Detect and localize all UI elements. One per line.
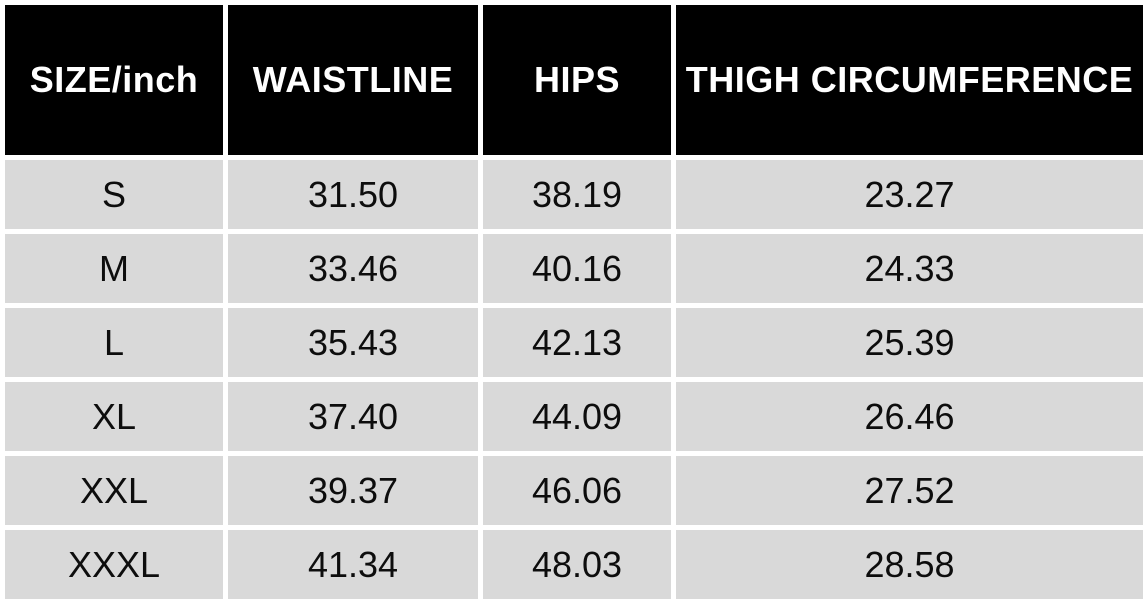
waistline-cell: 37.40 — [228, 382, 478, 451]
waistline-cell: 33.46 — [228, 234, 478, 303]
column-header-waistline: WAISTLINE — [228, 5, 478, 155]
size-chart-body: S 31.50 38.19 23.27 M 33.46 40.16 24.33 … — [5, 160, 1143, 599]
size-cell: S — [5, 160, 223, 229]
waistline-cell: 35.43 — [228, 308, 478, 377]
waistline-cell: 41.34 — [228, 530, 478, 599]
size-chart-header: SIZE/inch WAISTLINE HIPS THIGH CIRCUMFER… — [5, 5, 1143, 155]
column-header-size: SIZE/inch — [5, 5, 223, 155]
hips-cell: 42.13 — [483, 308, 671, 377]
table-row-m: M 33.46 40.16 24.33 — [5, 234, 1143, 303]
thigh-cell: 28.58 — [676, 530, 1143, 599]
table-row-xl: XL 37.40 44.09 26.46 — [5, 382, 1143, 451]
thigh-cell: 23.27 — [676, 160, 1143, 229]
waistline-cell: 31.50 — [228, 160, 478, 229]
column-header-thigh-circumference: THIGH CIRCUMFERENCE — [676, 5, 1143, 155]
thigh-cell: 25.39 — [676, 308, 1143, 377]
column-header-hips: HIPS — [483, 5, 671, 155]
table-row-s: S 31.50 38.19 23.27 — [5, 160, 1143, 229]
header-row: SIZE/inch WAISTLINE HIPS THIGH CIRCUMFER… — [5, 5, 1143, 155]
thigh-cell: 24.33 — [676, 234, 1143, 303]
hips-cell: 46.06 — [483, 456, 671, 525]
hips-cell: 44.09 — [483, 382, 671, 451]
size-cell: XXL — [5, 456, 223, 525]
hips-cell: 40.16 — [483, 234, 671, 303]
size-cell: L — [5, 308, 223, 377]
table-row-l: L 35.43 42.13 25.39 — [5, 308, 1143, 377]
waistline-cell: 39.37 — [228, 456, 478, 525]
thigh-cell: 26.46 — [676, 382, 1143, 451]
table-row-xxxl: XXXL 41.34 48.03 28.58 — [5, 530, 1143, 599]
table-row-xxl: XXL 39.37 46.06 27.52 — [5, 456, 1143, 525]
size-cell: XL — [5, 382, 223, 451]
hips-cell: 38.19 — [483, 160, 671, 229]
thigh-cell: 27.52 — [676, 456, 1143, 525]
size-cell: M — [5, 234, 223, 303]
size-cell: XXXL — [5, 530, 223, 599]
hips-cell: 48.03 — [483, 530, 671, 599]
